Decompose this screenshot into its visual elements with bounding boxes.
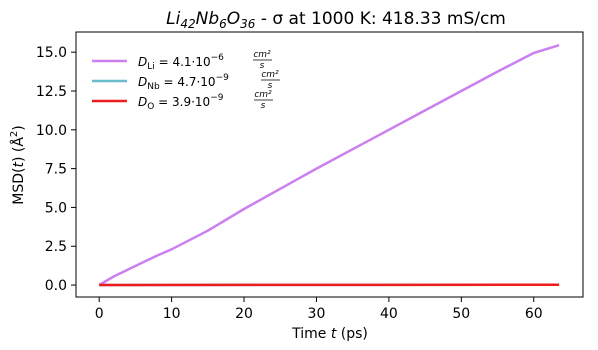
title-li: Li	[166, 9, 180, 29]
y-axis-label-prefix: MSD(	[11, 168, 27, 205]
y-axis-label-end: )	[11, 125, 27, 130]
legend-o-unit-num: cm²	[254, 90, 272, 100]
title-nb: Nb	[196, 9, 220, 29]
y-tick-label: 0.0	[45, 278, 67, 294]
x-tick-label: 10	[163, 306, 181, 322]
legend-o-symbol: D	[138, 95, 147, 109]
x-axis-label-suffix: (ps)	[336, 326, 368, 342]
x-tick-label: 20	[235, 306, 253, 322]
legend-o-unit-den: s	[261, 101, 266, 111]
x-tick-label: 0	[95, 306, 104, 322]
y-tick-label: 5.0	[45, 200, 67, 216]
legend-li-exp: −6	[211, 53, 225, 63]
y-tick-label: 2.5	[45, 239, 67, 255]
x-tick-label: 50	[452, 306, 470, 322]
y-tick-label: 7.5	[45, 162, 67, 178]
legend-nb-unit-num: cm²	[261, 70, 279, 80]
legend-o-exp: −9	[210, 93, 224, 103]
x-tick-label: 30	[308, 306, 326, 322]
legend-li-value: = 4.1·10	[155, 55, 211, 69]
title-suffix: - σ at 1000 K: 418.33 mS/cm	[255, 9, 505, 29]
title-o-sub: 36	[240, 17, 256, 31]
legend-nb-sub: Nb	[147, 82, 160, 92]
legend-nb-exp: −9	[216, 73, 230, 83]
legend-li-sub: Li	[147, 62, 155, 72]
x-tick-label: 40	[380, 306, 398, 322]
legend-o-sub: O	[147, 102, 154, 112]
title-li-sub: 42	[180, 17, 195, 31]
y-axis-label: MSD(t) (Å2)	[9, 125, 27, 205]
x-axis-label-prefix: Time	[291, 326, 331, 342]
legend-li-symbol: D	[138, 55, 147, 69]
chart-title: Li42Nb6O36 - σ at 1000 K: 418.33 mS/cm	[166, 9, 506, 31]
y-tick-label: 12.5	[36, 84, 67, 100]
y-axis-label-suffix: ) (Å	[10, 137, 27, 162]
legend-li-unit-num: cm²	[253, 50, 271, 60]
x-tick-label: 60	[525, 306, 543, 322]
legend-nb-value: = 4.7·10	[160, 75, 216, 89]
y-tick-label: 10.0	[36, 123, 67, 139]
y-tick-label: 15.0	[36, 45, 67, 61]
x-axis-label: Time t (ps)	[291, 326, 368, 342]
legend-nb-symbol: D	[138, 75, 147, 89]
title-o: O	[227, 9, 240, 29]
legend-o-value: = 3.9·10	[154, 95, 210, 109]
